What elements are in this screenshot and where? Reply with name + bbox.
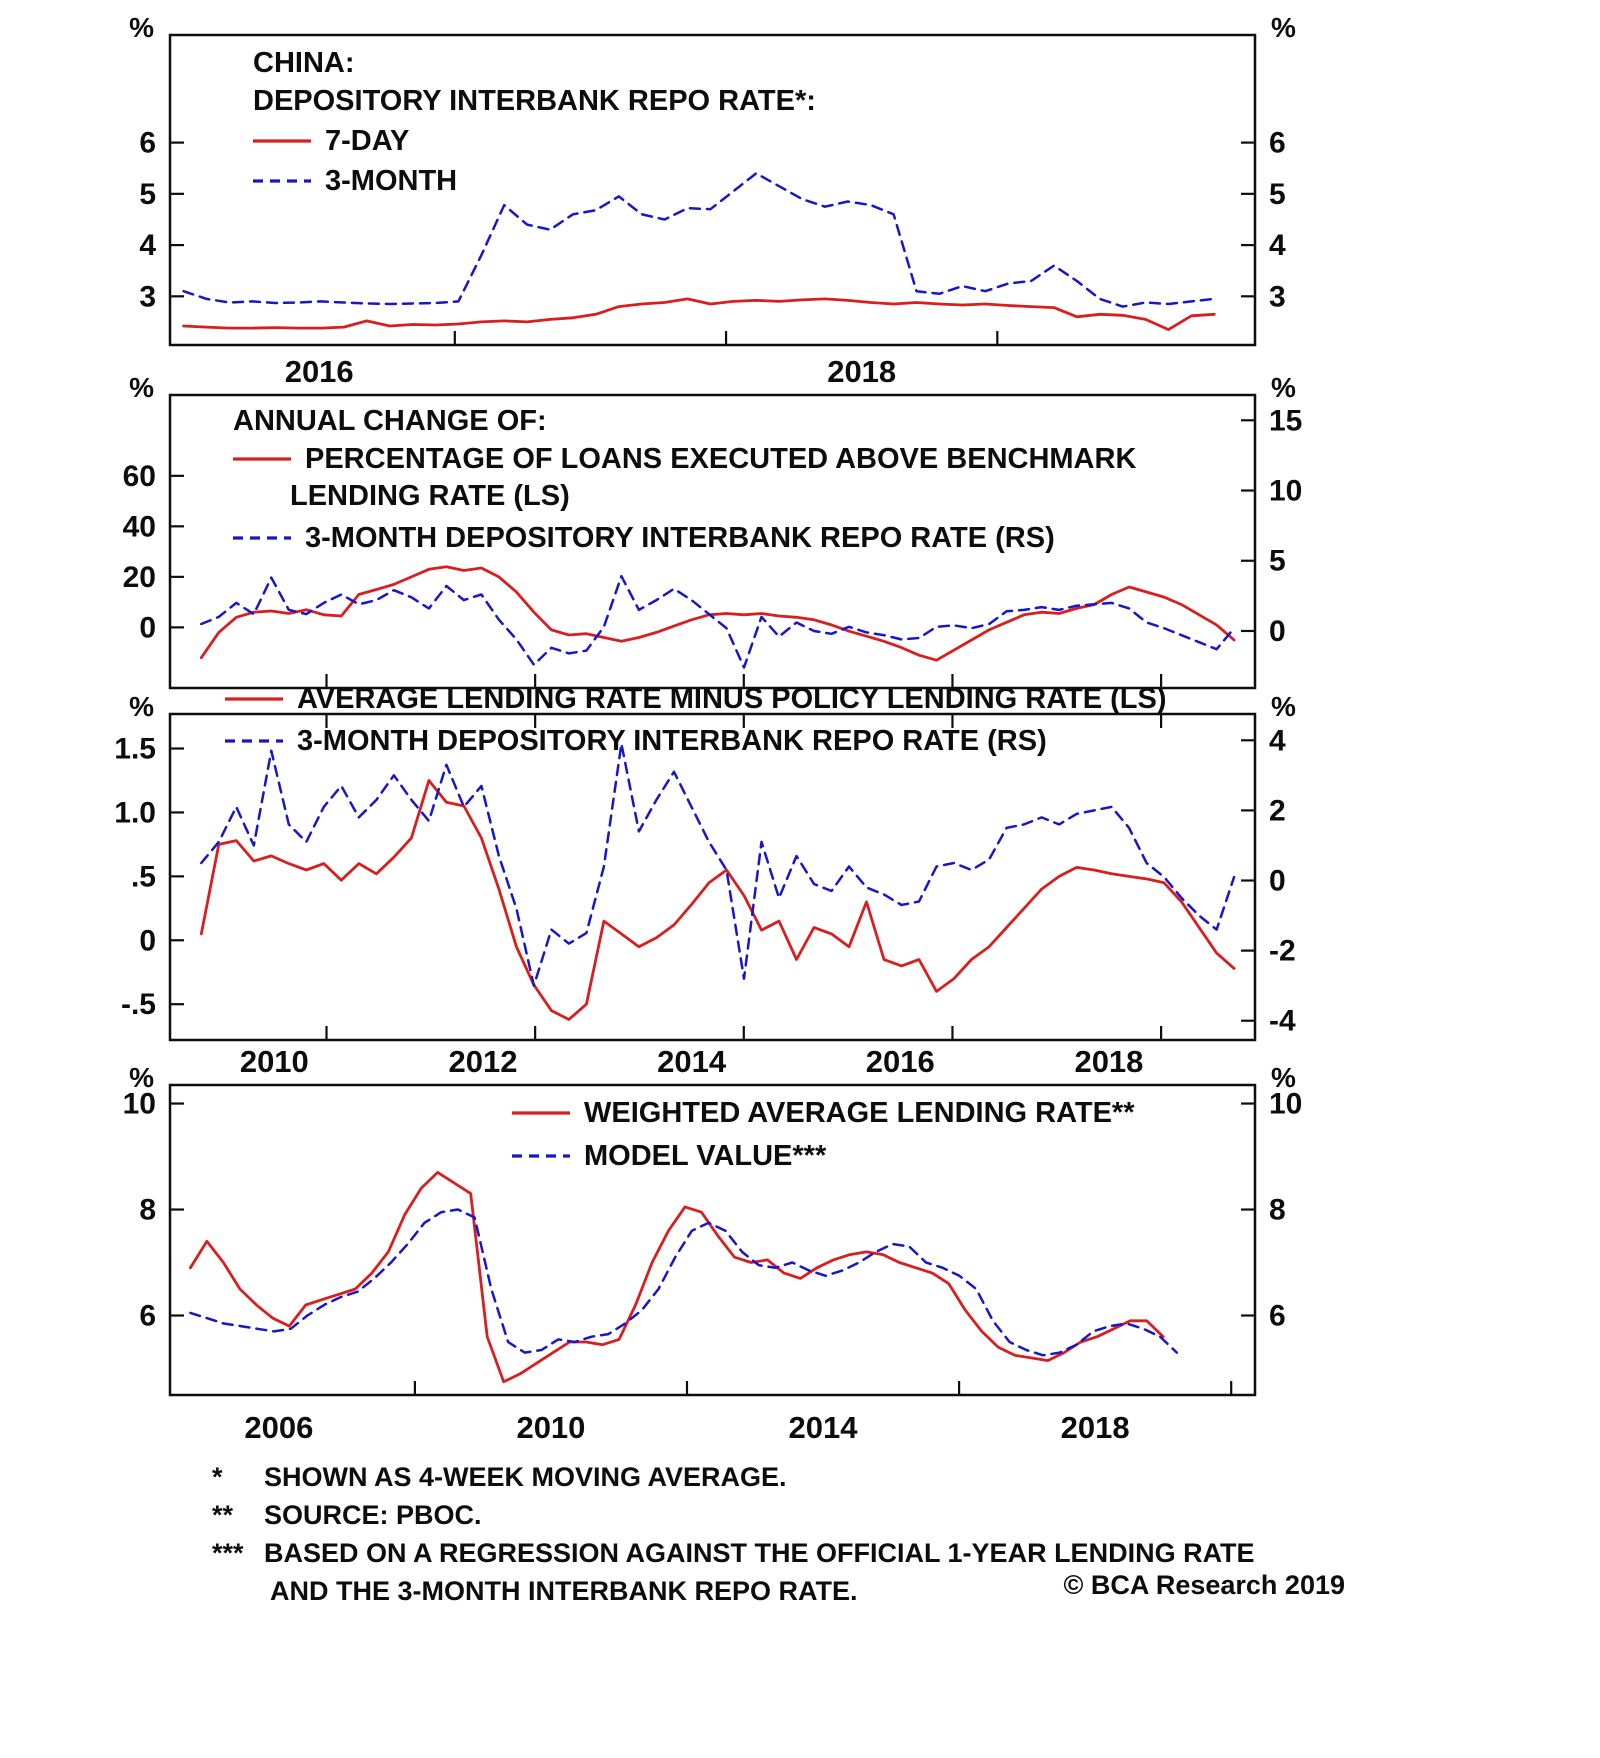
footnote-3-spacer — [212, 1572, 264, 1610]
y-axis-label-right: -4 — [1269, 1005, 1296, 1038]
y-axis-label-left: 8 — [139, 1194, 156, 1227]
y-axis-label-left: 6 — [139, 127, 156, 160]
legend-label: PERCENTAGE OF LOANS EXECUTED ABOVE BENCH… — [305, 443, 1136, 475]
footnote-3-continued: AND THE 3-MONTH INTERBANK REPO RATE. — [212, 1572, 1255, 1610]
y-axis-label-left: 1.5 — [114, 733, 156, 766]
footnote-2-marker: ** — [212, 1500, 234, 1530]
y-axis-label-right: 15 — [1269, 404, 1302, 437]
y-axis-label-left: -.5 — [121, 988, 156, 1021]
legend-label: DEPOSITORY INTERBANK REPO RATE*: — [253, 85, 816, 117]
footnotes: * SHOWN AS 4-WEEK MOVING AVERAGE. ** SOU… — [212, 1458, 1255, 1610]
y-axis-label-left: 5 — [139, 178, 156, 211]
percent-sign-left: % — [129, 372, 154, 403]
legend-label: ANNUAL CHANGE OF: — [233, 405, 547, 437]
y-axis-label-left: 1.0 — [114, 796, 156, 829]
percent-sign-right: % — [1271, 12, 1296, 43]
x-axis-label: 2018 — [1061, 1410, 1130, 1445]
panel-frame — [168, 33, 1257, 347]
y-axis-label-left: 0 — [139, 924, 156, 957]
y-axis-label-left: 0 — [139, 611, 156, 644]
series-repo-annual-change-2 — [200, 742, 1236, 987]
y-axis-label-left: 40 — [123, 510, 156, 543]
y-axis-label-right: 6 — [1269, 127, 1286, 160]
y-axis-label-right: -2 — [1269, 935, 1296, 968]
series-seven-day — [182, 297, 1216, 332]
y-axis-label-right: 4 — [1269, 724, 1286, 757]
footnote-3: *** BASED ON A REGRESSION AGAINST THE OF… — [212, 1534, 1255, 1572]
footnote-2-text: SOURCE: PBOC. — [264, 1500, 482, 1530]
y-axis-label-right: 6 — [1269, 1300, 1286, 1333]
y-axis-label-left: 4 — [139, 229, 156, 262]
panel-frame — [168, 393, 1257, 690]
percent-sign-left: % — [129, 1062, 154, 1093]
percent-sign-right: % — [1271, 691, 1296, 722]
y-axis-label-right: 2 — [1269, 794, 1286, 827]
y-axis-label-right: 10 — [1269, 475, 1302, 508]
x-axis-label: 2016 — [866, 1044, 935, 1079]
y-axis-label-right: 3 — [1269, 280, 1286, 313]
y-axis-label-left: 20 — [123, 561, 156, 594]
series-model-value — [189, 1208, 1179, 1357]
legend-label: 3-MONTH — [325, 165, 457, 197]
panel-repo-rate: 6 5 4 3% 6 5 4 3% 2016 2018 CHINA: DEPOSITORY INTER… — [129, 12, 1296, 389]
legend-label: 3-MONTH DEPOSITORY INTERBANK REPO RATE (… — [297, 725, 1047, 757]
series-repo-annual-change — [200, 574, 1236, 669]
y-axis-label-right: 0 — [1269, 865, 1286, 898]
legend-label: 3-MONTH DEPOSITORY INTERBANK REPO RATE (… — [305, 522, 1055, 554]
legend-label: MODEL VALUE*** — [584, 1140, 827, 1172]
y-axis-label-right: 0 — [1269, 615, 1286, 648]
legend-label: WEIGHTED AVERAGE LENDING RATE** — [584, 1097, 1135, 1129]
footnote-3-text: BASED ON A REGRESSION AGAINST THE OFFICI… — [264, 1538, 1255, 1568]
y-axis-label-left: 3 — [139, 280, 156, 313]
legend-label: 7-DAY — [325, 125, 409, 157]
y-axis-label-right: 4 — [1269, 229, 1286, 262]
series-three-month — [182, 172, 1216, 308]
series-lending-minus-policy — [199, 779, 1236, 1021]
y-axis-label-right: 5 — [1269, 545, 1286, 578]
footnote-3-marker: *** — [212, 1538, 244, 1568]
x-axis-label: 2016 — [285, 354, 354, 389]
footnote-3-continued-text: AND THE 3-MONTH INTERBANK REPO RATE. — [270, 1576, 858, 1606]
percent-sign-left: % — [129, 691, 154, 722]
footnote-1-text: SHOWN AS 4-WEEK MOVING AVERAGE. — [264, 1462, 787, 1492]
footnote-2: ** SOURCE: PBOC. — [212, 1496, 1255, 1534]
percent-sign-left: % — [129, 12, 154, 43]
percent-sign-right: % — [1271, 372, 1296, 403]
legend-label: LENDING RATE (LS) — [290, 480, 570, 512]
legend-label: CHINA: — [253, 47, 355, 79]
x-axis-label: 2014 — [657, 1044, 727, 1079]
footnote-1-marker: * — [212, 1462, 223, 1492]
y-axis-label-right: 5 — [1269, 178, 1286, 211]
x-axis-label: 2018 — [1074, 1044, 1143, 1079]
y-axis-label-right: 10 — [1269, 1088, 1302, 1121]
y-axis-label-left: .5 — [131, 860, 156, 893]
x-axis-label: 2014 — [789, 1410, 859, 1445]
x-axis-label: 2010 — [516, 1410, 585, 1445]
series-weighted-avg-lending-rate — [188, 1171, 1165, 1384]
y-axis-label-left: 10 — [123, 1088, 156, 1121]
percent-sign-right: % — [1271, 1062, 1296, 1093]
series-loans-above-benchmark-change — [199, 565, 1236, 662]
panel-frame — [168, 712, 1257, 1042]
x-axis-label: 2012 — [448, 1044, 517, 1079]
legend-label: AVERAGE LENDING RATE MINUS POLICY LENDIN… — [297, 683, 1167, 715]
y-axis-label-left: 60 — [123, 460, 156, 493]
x-axis-label: 2018 — [827, 354, 896, 389]
copyright: © BCA Research 2019 — [1063, 1570, 1345, 1600]
x-axis-label: 2006 — [244, 1410, 313, 1445]
panel-lending-spread: 1.51.0.50-.5%420-2-4%2010 2012 2014 2016 201… — [114, 683, 1296, 1079]
x-axis-label: 2010 — [240, 1044, 309, 1079]
y-axis-label-right: 8 — [1269, 1194, 1286, 1227]
footnote-1: * SHOWN AS 4-WEEK MOVING AVERAGE. — [212, 1458, 1255, 1496]
panel-frame — [168, 1083, 1257, 1397]
y-axis-label-left: 6 — [139, 1300, 156, 1333]
